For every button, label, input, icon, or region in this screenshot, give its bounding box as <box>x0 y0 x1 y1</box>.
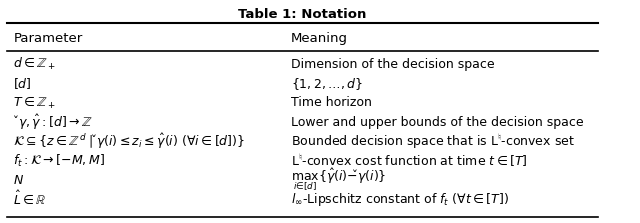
Text: Dimension of the decision space: Dimension of the decision space <box>291 58 494 71</box>
Text: $f_t : \mathcal{K} \rightarrow [-M, M]$: $f_t : \mathcal{K} \rightarrow [-M, M]$ <box>13 153 106 169</box>
Text: $N$: $N$ <box>13 173 24 187</box>
Text: Meaning: Meaning <box>291 32 348 45</box>
Text: $\max_{i \in [d]} \{\hat{\gamma}(i) - \check{\gamma}(i)\}$: $\max_{i \in [d]} \{\hat{\gamma}(i) - \c… <box>291 167 386 193</box>
Text: $\mathcal{K} \subseteq \{z \in \mathbb{Z}^d \mid \check{\gamma}(i) \leq z_i \leq: $\mathcal{K} \subseteq \{z \in \mathbb{Z… <box>13 132 246 151</box>
Text: $\hat{L} \in \mathbb{R}$: $\hat{L} \in \mathbb{R}$ <box>13 190 47 208</box>
Text: $T \in \mathbb{Z}_+$: $T \in \mathbb{Z}_+$ <box>13 95 56 111</box>
Text: $\mathrm{L}^\natural$-convex cost function at time $t \in [T]$: $\mathrm{L}^\natural$-convex cost functi… <box>291 152 527 169</box>
Text: Bounded decision space that is $\mathrm{L}^\natural$-convex set: Bounded decision space that is $\mathrm{… <box>291 132 575 151</box>
Text: $d \in \mathbb{Z}_+$: $d \in \mathbb{Z}_+$ <box>13 56 56 72</box>
Text: $\check{\gamma}, \hat{\gamma} : [d] \rightarrow \mathbb{Z}$: $\check{\gamma}, \hat{\gamma} : [d] \rig… <box>13 113 93 132</box>
Text: $l_\infty$-Lipschitz constant of $f_t$ $(\forall t \in [T])$: $l_\infty$-Lipschitz constant of $f_t$ $… <box>291 191 509 208</box>
Text: Parameter: Parameter <box>13 32 83 45</box>
Text: Lower and upper bounds of the decision space: Lower and upper bounds of the decision s… <box>291 116 583 129</box>
Text: $\{1, 2, \ldots, d\}$: $\{1, 2, \ldots, d\}$ <box>291 76 363 92</box>
Text: $[d]$: $[d]$ <box>13 76 32 91</box>
Text: Time horizon: Time horizon <box>291 97 371 109</box>
Text: Table 1: Notation: Table 1: Notation <box>239 8 367 21</box>
